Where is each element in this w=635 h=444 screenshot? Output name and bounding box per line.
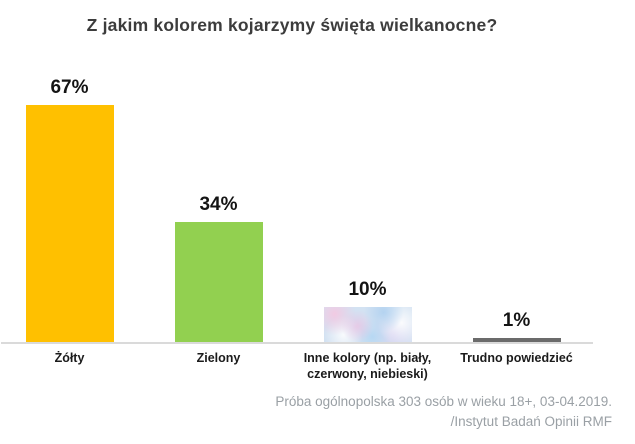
bar-group-inne-kolory: 10% (293, 70, 442, 342)
category-label-text: Inne kolory (np. biały, czerwony, niebie… (303, 351, 432, 382)
category-label-trudno-powiedziec: Trudno powiedzieć (442, 350, 591, 383)
plot-area: 67% 34% 10% 1% (0, 70, 591, 342)
bar-trudno-powiedziec (472, 338, 561, 342)
bar-zielony (174, 222, 263, 342)
bar-inne-kolory (323, 307, 412, 342)
bar-group-zolty: 67% (0, 70, 144, 342)
value-label-zielony: 34% (199, 194, 238, 216)
source-note-line2: /Instytut Badań Opinii RMF (450, 414, 612, 429)
category-label-zolty: Żółty (0, 350, 144, 383)
category-label-inne-kolory: Inne kolory (np. biały, czerwony, niebie… (293, 350, 442, 383)
category-label-text: Trudno powiedzieć (460, 351, 573, 365)
source-note: Próba ogólnopolska 303 osób w wieku 18+,… (275, 392, 612, 432)
value-label-trudno-powiedziec: 1% (502, 310, 531, 332)
value-label-inne-kolory: 10% (348, 279, 387, 301)
category-label-text: Zielony (196, 351, 241, 365)
category-labels-row: Żółty Zielony Inne kolory (np. biały, cz… (0, 350, 591, 383)
bar-group-zielony: 34% (144, 70, 293, 342)
category-label-zielony: Zielony (144, 350, 293, 383)
bar-group-trudno-powiedziec: 1% (442, 70, 591, 342)
chart-title: Z jakim kolorem kojarzymy święta wielkan… (86, 15, 498, 35)
value-label-zolty: 67% (50, 77, 89, 99)
category-label-text: Żółty (54, 351, 85, 365)
x-axis-line (1, 342, 593, 344)
source-note-line1: Próba ogólnopolska 303 osób w wieku 18+,… (275, 394, 612, 409)
bar-zolty (25, 105, 114, 342)
